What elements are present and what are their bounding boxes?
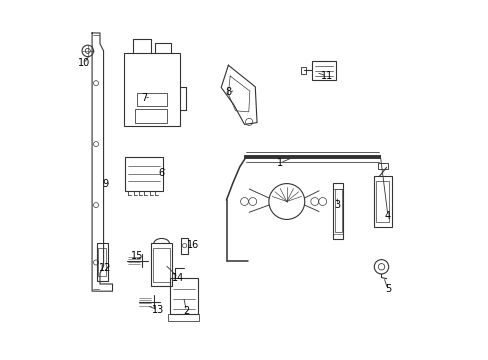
Text: 14: 14 <box>172 273 184 283</box>
Bar <box>301 67 305 74</box>
Bar <box>137 93 167 107</box>
Text: 7: 7 <box>141 93 147 103</box>
Bar <box>97 243 107 281</box>
Text: 11: 11 <box>320 71 332 81</box>
Bar <box>169 278 198 315</box>
Bar <box>125 157 163 191</box>
Text: 1: 1 <box>277 158 283 168</box>
Bar <box>377 163 387 169</box>
Bar <box>135 109 167 123</box>
Text: 5: 5 <box>384 284 390 294</box>
Bar <box>168 315 199 321</box>
Bar <box>311 61 336 80</box>
Bar <box>333 183 342 239</box>
Text: 15: 15 <box>130 251 143 261</box>
Text: 13: 13 <box>151 305 163 315</box>
Bar <box>376 181 388 222</box>
Text: 8: 8 <box>225 87 231 97</box>
Text: 16: 16 <box>187 240 199 250</box>
Text: 3: 3 <box>334 200 340 210</box>
Text: 10: 10 <box>78 58 90 68</box>
Text: 2: 2 <box>183 306 189 316</box>
Bar <box>151 243 172 286</box>
Bar <box>334 189 341 232</box>
Text: 4: 4 <box>384 211 390 221</box>
Bar <box>181 238 188 253</box>
Text: 12: 12 <box>99 263 111 273</box>
Text: 9: 9 <box>102 179 108 189</box>
Bar <box>124 53 180 126</box>
Bar <box>153 248 169 282</box>
Bar <box>98 248 106 276</box>
Text: 6: 6 <box>158 168 164 178</box>
Bar <box>373 176 391 226</box>
